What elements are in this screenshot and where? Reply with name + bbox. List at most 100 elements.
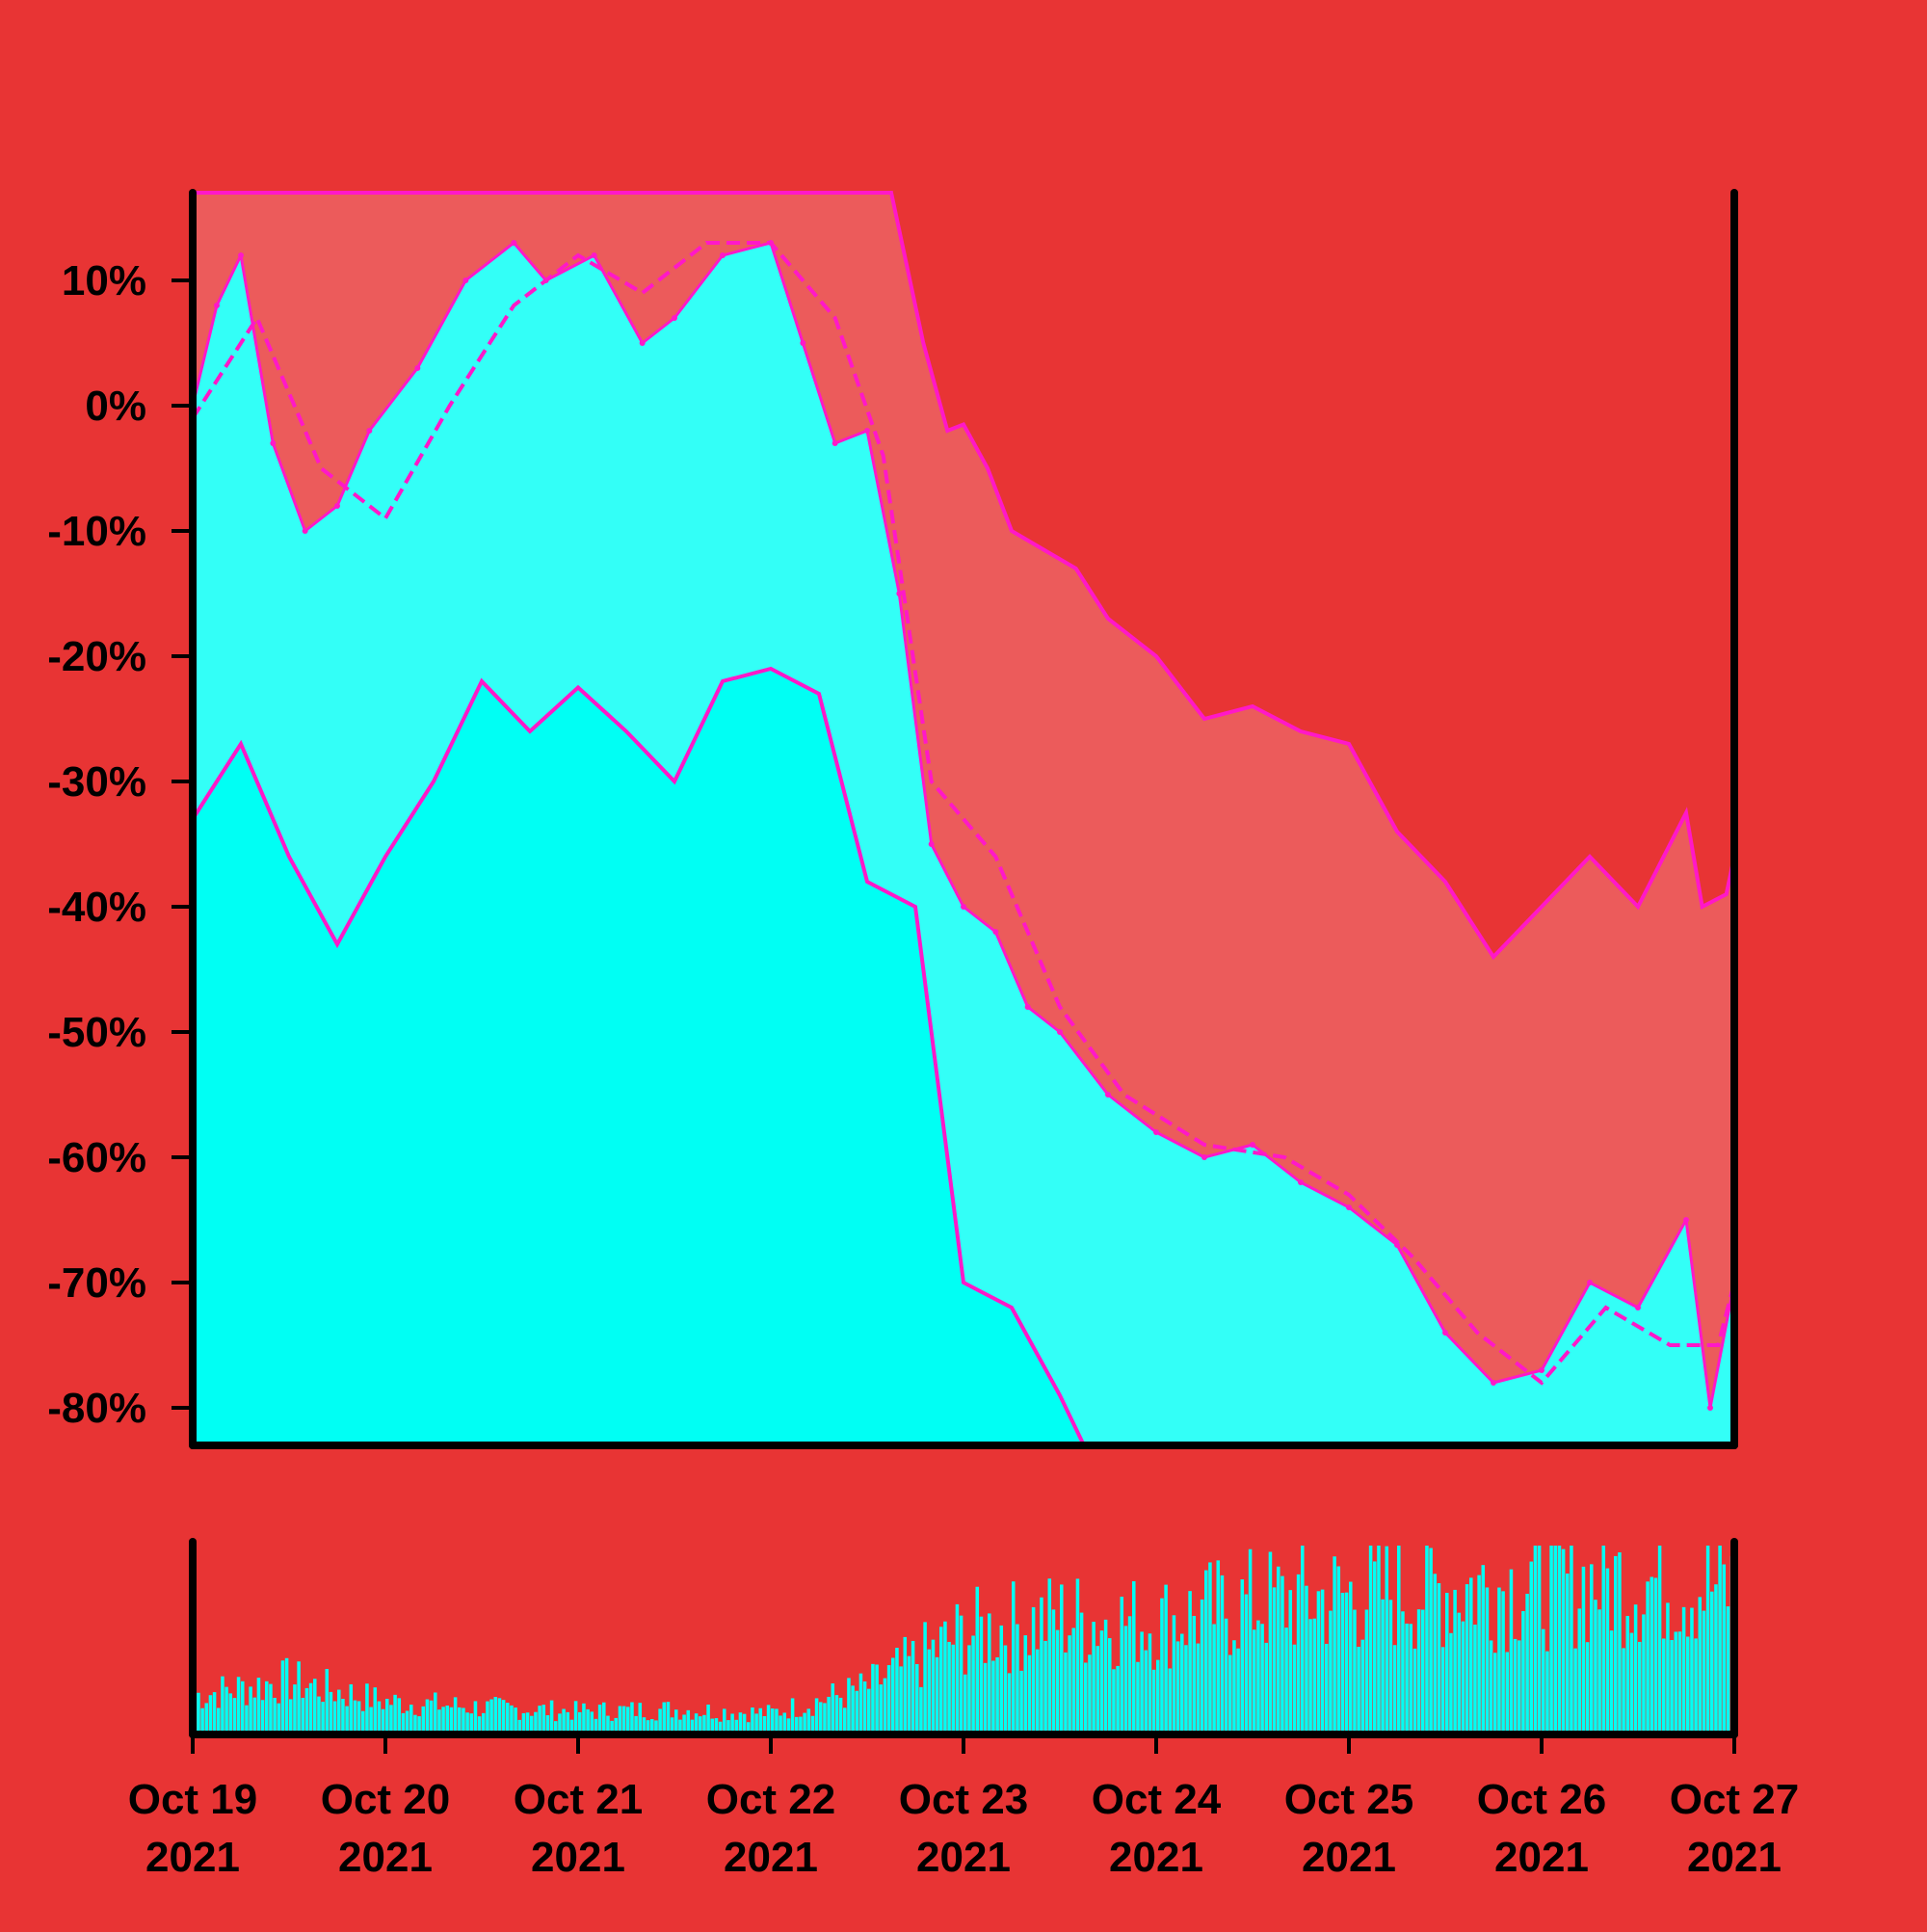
volume-bar-190 <box>955 1603 960 1734</box>
x-tick-label-year: 2021 <box>531 1834 625 1881</box>
volume-bar-353 <box>1609 1630 1614 1734</box>
price-point-11 <box>591 252 597 258</box>
volume-bar-62 <box>441 1707 445 1734</box>
volume-bar-322 <box>1485 1587 1490 1734</box>
volume-bar-178 <box>907 1655 911 1734</box>
volume-bar-320 <box>1477 1575 1481 1734</box>
volume-bar-228 <box>1108 1638 1112 1734</box>
volume-bar-309 <box>1433 1574 1438 1734</box>
volume-bar-59 <box>429 1700 434 1734</box>
volume-bar-286 <box>1340 1592 1345 1734</box>
volume-bar-280 <box>1316 1591 1321 1734</box>
volume-bar-334 <box>1533 1546 1538 1734</box>
volume-bar-191 <box>959 1615 964 1734</box>
price-point-1 <box>214 303 220 308</box>
volume-bar-243 <box>1168 1668 1173 1734</box>
volume-bar-276 <box>1301 1546 1305 1734</box>
volume-bar-192 <box>964 1674 967 1734</box>
volume-bar-361 <box>1642 1614 1646 1734</box>
volume-bar-379 <box>1714 1584 1718 1734</box>
upper-band-line <box>193 191 1736 961</box>
volume-bar-102 <box>602 1702 606 1734</box>
volume-bar-235 <box>1136 1661 1140 1734</box>
volume-bar-248 <box>1188 1591 1192 1734</box>
volume-bar-330 <box>1518 1640 1521 1734</box>
price-point-13 <box>672 315 677 321</box>
volume-bar-76 <box>497 1698 502 1734</box>
volume-bar-293 <box>1368 1546 1373 1734</box>
volume-bar-129 <box>710 1718 715 1734</box>
volume-bar-336 <box>1542 1628 1545 1734</box>
volume-bar-117 <box>662 1702 667 1734</box>
volume-bar-298 <box>1388 1600 1393 1734</box>
volume-bar-318 <box>1469 1577 1473 1734</box>
volume-bar-121 <box>678 1719 682 1734</box>
volume-bar-71 <box>477 1716 482 1734</box>
volume-bar-317 <box>1465 1584 1469 1734</box>
volume-bar-257 <box>1224 1618 1228 1734</box>
price-point-3 <box>270 440 277 446</box>
volume-bar-64 <box>449 1707 454 1734</box>
volume-bar-230 <box>1116 1665 1120 1734</box>
volume-bar-188 <box>947 1641 951 1734</box>
volume-bar-325 <box>1497 1587 1501 1734</box>
volume-bar-54 <box>409 1705 413 1734</box>
volume-bar-17 <box>260 1700 265 1734</box>
volume-bar-51 <box>397 1698 402 1734</box>
price-point-30 <box>1346 1204 1352 1210</box>
volume-bar-118 <box>666 1702 671 1734</box>
volume-bar-25 <box>293 1684 297 1734</box>
volume-bar-364 <box>1653 1577 1658 1734</box>
volume-bar-154 <box>810 1715 815 1734</box>
price-point-4 <box>302 528 308 534</box>
volume-bar-249 <box>1192 1615 1197 1734</box>
volume-bar-217 <box>1064 1652 1068 1734</box>
volume-bar-197 <box>983 1662 988 1734</box>
volume-bar-275 <box>1296 1574 1301 1734</box>
y-tick-label: -20% <box>47 633 146 680</box>
x-tick-label-date: Oct 20 <box>321 1776 451 1823</box>
x-tick-label-date: Oct 27 <box>1670 1776 1800 1823</box>
volume-bar-238 <box>1148 1633 1152 1734</box>
volume-bar-306 <box>1421 1609 1425 1734</box>
volume-bar-19 <box>269 1683 273 1734</box>
volume-bar-226 <box>1099 1630 1104 1734</box>
volume-bar-1 <box>197 1692 200 1734</box>
price-point-24 <box>1057 1029 1063 1035</box>
price-point-9 <box>511 240 517 246</box>
volume-bar-143 <box>766 1705 771 1734</box>
volume-bar-11 <box>236 1677 241 1734</box>
volume-bar-42 <box>361 1710 365 1734</box>
volume-bar-203 <box>1007 1673 1012 1734</box>
volume-bar-114 <box>650 1719 654 1734</box>
volume-bar-107 <box>621 1706 626 1734</box>
volume-bar-287 <box>1344 1592 1349 1734</box>
volume-bar-362 <box>1646 1581 1650 1734</box>
volume-bar-271 <box>1280 1575 1284 1734</box>
volume-bar-200 <box>995 1656 999 1734</box>
volume-bar-335 <box>1537 1546 1542 1734</box>
price-point-37 <box>1683 1217 1689 1223</box>
volume-bar-41 <box>356 1701 361 1734</box>
volume-bar-288 <box>1349 1581 1353 1734</box>
volume-bar-145 <box>775 1708 779 1734</box>
volume-bar-176 <box>899 1666 903 1734</box>
volume-bar-250 <box>1196 1643 1201 1734</box>
volume-bar-88 <box>545 1715 550 1734</box>
y-tick-label: -40% <box>47 884 146 931</box>
volume-bar-131 <box>718 1721 723 1734</box>
volume-bar-300 <box>1397 1546 1401 1734</box>
volume-bar-172 <box>883 1678 887 1734</box>
volume-bar-124 <box>690 1719 695 1734</box>
volume-bar-170 <box>875 1664 879 1734</box>
price-point-7 <box>414 365 421 371</box>
price-point-26 <box>1153 1129 1159 1135</box>
volume-bar-152 <box>803 1712 806 1734</box>
volume-bar-100 <box>594 1718 598 1734</box>
volume-bar-98 <box>586 1708 590 1734</box>
volume-bar-307 <box>1425 1546 1429 1734</box>
volume-bar-304 <box>1412 1648 1417 1734</box>
volume-bar-313 <box>1449 1632 1453 1734</box>
price-panel <box>189 189 1738 1449</box>
